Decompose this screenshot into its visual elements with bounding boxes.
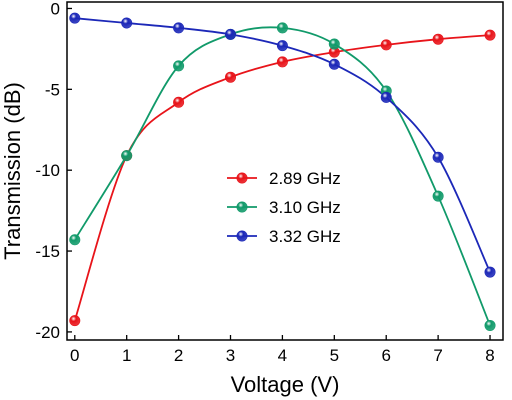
data-point <box>121 150 133 162</box>
data-point <box>328 58 340 70</box>
data-point <box>380 91 392 103</box>
x-tick-label: 0 <box>70 346 79 365</box>
data-point <box>69 12 81 24</box>
data-point <box>484 29 496 41</box>
axis-ticks <box>67 7 491 340</box>
data-point <box>69 234 81 246</box>
x-tick-label: 7 <box>433 346 442 365</box>
legend-label: 2.89 GHz <box>269 169 341 188</box>
axis-tick-labels: 0 1 2 3 4 5 6 7 8 0 -5 -10 -15 -20 <box>35 0 494 365</box>
data-point <box>276 40 288 52</box>
legend-swatch-marker <box>236 172 248 184</box>
y-tick-label: -15 <box>35 242 60 261</box>
legend-swatch-marker <box>236 201 248 213</box>
data-point <box>121 17 133 29</box>
x-tick-label: 3 <box>226 346 235 365</box>
data-point <box>225 71 237 83</box>
data-point <box>173 60 185 72</box>
data-point <box>173 96 185 108</box>
y-tick-label: -20 <box>35 323 60 342</box>
data-point <box>173 22 185 34</box>
x-tick-label: 4 <box>278 346 287 365</box>
x-tick-label: 8 <box>485 346 494 365</box>
data-point <box>328 38 340 50</box>
x-tick-label: 6 <box>381 346 390 365</box>
legend-swatch-marker <box>236 230 248 242</box>
data-point <box>276 22 288 34</box>
x-tick-label: 2 <box>174 346 183 365</box>
plot-frame <box>66 1 504 341</box>
data-point <box>380 39 392 51</box>
x-axis-title: Voltage (V) <box>231 372 340 397</box>
x-tick-label: 1 <box>122 346 131 365</box>
legend: 2.89 GHz 3.10 GHz 3.32 GHz <box>227 169 341 246</box>
legend-label: 3.32 GHz <box>269 227 341 246</box>
data-point <box>225 28 237 40</box>
data-point <box>484 319 496 331</box>
x-tick-label: 5 <box>330 346 339 365</box>
data-point <box>484 266 496 278</box>
data-point <box>69 315 81 327</box>
y-axis-title: Transmission (dB) <box>0 82 25 260</box>
series-points <box>69 12 496 331</box>
data-point <box>432 190 444 202</box>
data-point <box>432 33 444 45</box>
data-point <box>276 56 288 68</box>
y-tick-label: 0 <box>51 0 60 18</box>
legend-label: 3.10 GHz <box>269 198 341 217</box>
y-tick-label: -10 <box>35 161 60 180</box>
data-point <box>432 151 444 163</box>
y-tick-label: -5 <box>45 80 60 99</box>
